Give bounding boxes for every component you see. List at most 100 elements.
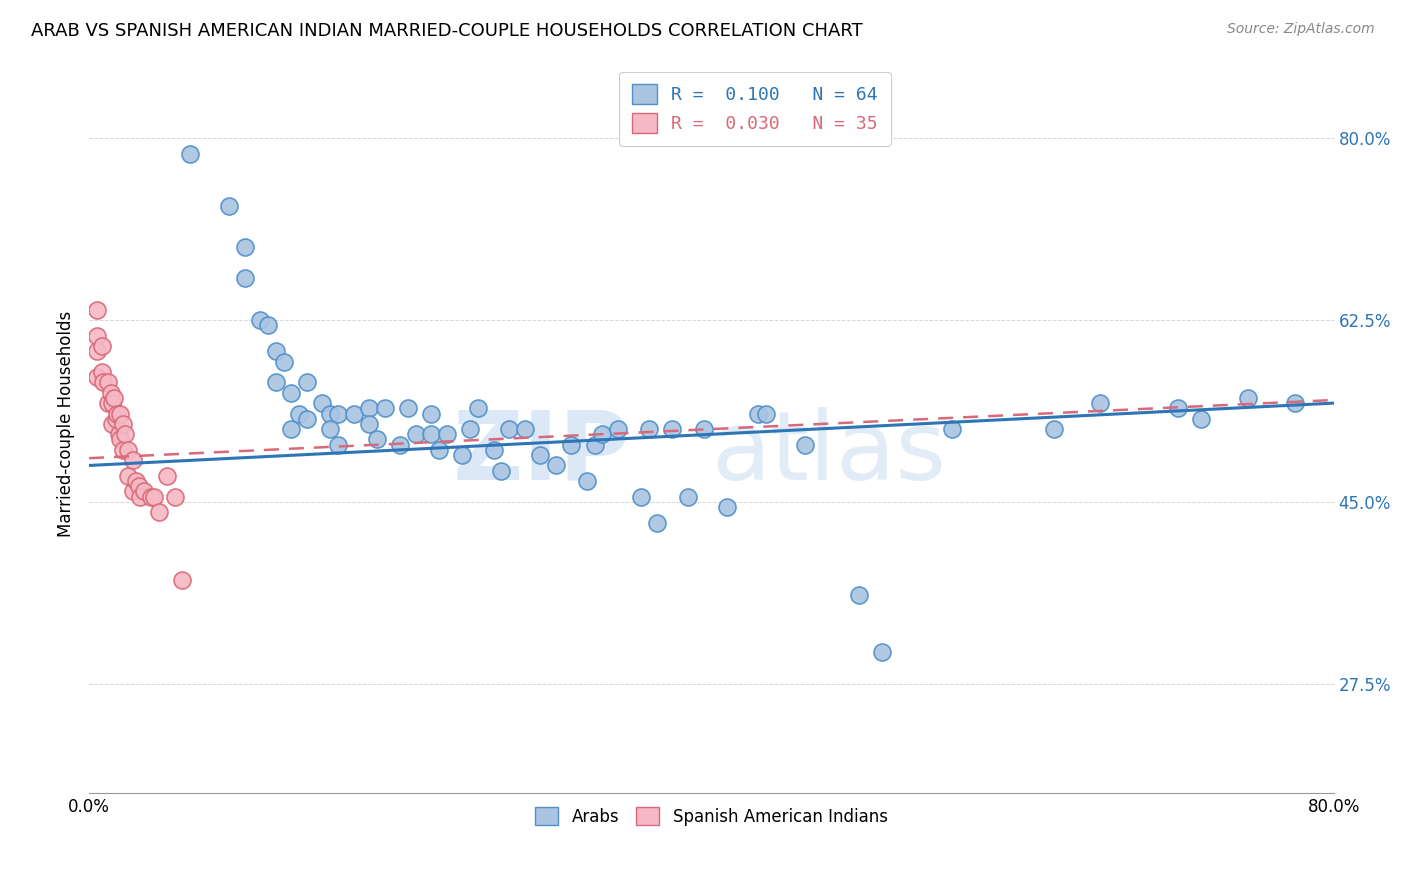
Point	[359, 417, 381, 431]
Point	[86, 302, 108, 317]
Point	[405, 427, 427, 442]
Point	[872, 645, 894, 659]
Point	[389, 438, 412, 452]
Point	[90, 365, 112, 379]
Text: Source: ZipAtlas.com: Source: ZipAtlas.com	[1227, 22, 1375, 37]
Point	[326, 407, 349, 421]
Point	[427, 442, 450, 457]
Point	[638, 422, 661, 436]
Legend: Arabs, Spanish American Indians: Arabs, Spanish American Indians	[524, 797, 897, 836]
Point	[295, 411, 318, 425]
Point	[273, 354, 295, 368]
Point	[104, 411, 127, 425]
Point	[97, 396, 120, 410]
Point	[575, 474, 598, 488]
Point	[498, 422, 520, 436]
Point	[630, 490, 652, 504]
Point	[101, 396, 124, 410]
Point	[420, 427, 443, 442]
Point	[249, 313, 271, 327]
Point	[141, 490, 163, 504]
Point	[755, 407, 778, 421]
Point	[319, 407, 342, 421]
Point	[848, 588, 870, 602]
Point	[560, 438, 582, 452]
Point	[396, 401, 419, 416]
Point	[645, 516, 668, 530]
Point	[1090, 396, 1112, 410]
Point	[342, 407, 364, 421]
Point	[264, 344, 287, 359]
Point	[108, 407, 131, 421]
Point	[112, 417, 135, 431]
Point	[1042, 422, 1064, 436]
Point	[513, 422, 536, 436]
Point	[264, 376, 287, 390]
Point	[607, 422, 630, 436]
Point	[101, 417, 124, 431]
Point	[233, 271, 256, 285]
Point	[128, 479, 150, 493]
Point	[163, 490, 186, 504]
Point	[1167, 401, 1189, 416]
Point	[86, 370, 108, 384]
Point	[591, 427, 613, 442]
Point	[482, 442, 505, 457]
Point	[1237, 391, 1260, 405]
Point	[103, 391, 125, 405]
Point	[218, 199, 240, 213]
Text: ZIP: ZIP	[453, 407, 630, 500]
Point	[108, 433, 131, 447]
Point	[458, 422, 481, 436]
Point	[326, 438, 349, 452]
Point	[311, 396, 333, 410]
Point	[117, 442, 139, 457]
Point	[280, 422, 302, 436]
Point	[179, 146, 201, 161]
Point	[793, 438, 815, 452]
Point	[172, 573, 194, 587]
Point	[451, 448, 474, 462]
Point	[257, 318, 280, 333]
Point	[366, 433, 388, 447]
Point	[941, 422, 963, 436]
Point	[583, 438, 606, 452]
Point	[132, 484, 155, 499]
Point	[86, 344, 108, 359]
Text: ARAB VS SPANISH AMERICAN INDIAN MARRIED-COUPLE HOUSEHOLDS CORRELATION CHART: ARAB VS SPANISH AMERICAN INDIAN MARRIED-…	[31, 22, 863, 40]
Point	[117, 468, 139, 483]
Point	[86, 328, 108, 343]
Y-axis label: Married-couple Households: Married-couple Households	[58, 310, 75, 537]
Point	[121, 484, 143, 499]
Point	[121, 453, 143, 467]
Point	[105, 407, 128, 421]
Point	[467, 401, 489, 416]
Point	[359, 401, 381, 416]
Point	[90, 339, 112, 353]
Point	[100, 385, 122, 400]
Point	[143, 490, 166, 504]
Point	[129, 490, 152, 504]
Point	[97, 376, 120, 390]
Point	[544, 458, 567, 473]
Point	[91, 376, 114, 390]
Point	[661, 422, 683, 436]
Point	[692, 422, 714, 436]
Point	[295, 376, 318, 390]
Point	[374, 401, 396, 416]
Point	[280, 385, 302, 400]
Point	[148, 505, 170, 519]
Point	[156, 468, 179, 483]
Point	[114, 427, 136, 442]
Text: atlas: atlas	[711, 407, 946, 500]
Point	[112, 442, 135, 457]
Point	[233, 240, 256, 254]
Point	[319, 422, 342, 436]
Point	[716, 500, 738, 514]
Point	[436, 427, 458, 442]
Point	[491, 464, 513, 478]
Point	[676, 490, 699, 504]
Point	[747, 407, 769, 421]
Point	[125, 474, 148, 488]
Point	[420, 407, 443, 421]
